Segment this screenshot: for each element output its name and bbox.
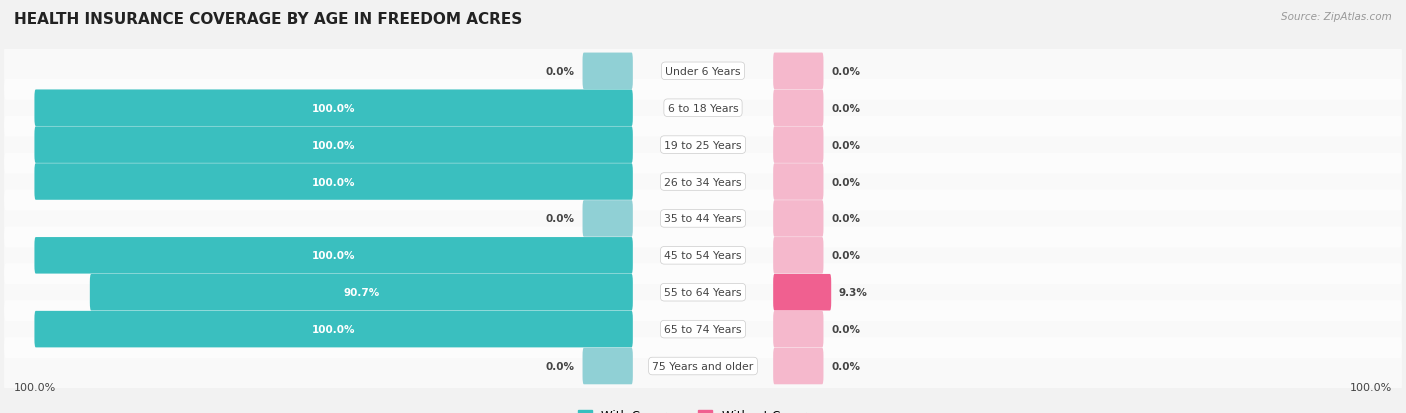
FancyBboxPatch shape <box>773 237 824 274</box>
Text: 0.0%: 0.0% <box>831 214 860 224</box>
FancyBboxPatch shape <box>773 127 824 164</box>
Text: Source: ZipAtlas.com: Source: ZipAtlas.com <box>1281 12 1392 22</box>
Text: 0.0%: 0.0% <box>831 324 860 334</box>
Text: HEALTH INSURANCE COVERAGE BY AGE IN FREEDOM ACRES: HEALTH INSURANCE COVERAGE BY AGE IN FREE… <box>14 12 522 27</box>
FancyBboxPatch shape <box>4 227 1402 285</box>
FancyBboxPatch shape <box>4 190 1402 248</box>
FancyBboxPatch shape <box>773 311 824 348</box>
FancyBboxPatch shape <box>4 337 1402 395</box>
Text: 0.0%: 0.0% <box>831 140 860 150</box>
Text: Under 6 Years: Under 6 Years <box>665 66 741 77</box>
Legend: With Coverage, Without Coverage: With Coverage, Without Coverage <box>572 404 834 413</box>
Text: 6 to 18 Years: 6 to 18 Years <box>668 104 738 114</box>
Text: 100.0%: 100.0% <box>1350 382 1392 392</box>
Text: 9.3%: 9.3% <box>839 287 868 297</box>
FancyBboxPatch shape <box>34 237 633 274</box>
FancyBboxPatch shape <box>4 264 1402 321</box>
Text: 0.0%: 0.0% <box>831 104 860 114</box>
FancyBboxPatch shape <box>34 164 633 200</box>
FancyBboxPatch shape <box>34 127 633 164</box>
FancyBboxPatch shape <box>773 53 824 90</box>
Text: 100.0%: 100.0% <box>312 104 356 114</box>
Text: 100.0%: 100.0% <box>14 382 56 392</box>
Text: 35 to 44 Years: 35 to 44 Years <box>664 214 742 224</box>
FancyBboxPatch shape <box>773 348 824 385</box>
Text: 26 to 34 Years: 26 to 34 Years <box>664 177 742 187</box>
FancyBboxPatch shape <box>773 164 824 200</box>
Text: 0.0%: 0.0% <box>546 361 575 371</box>
FancyBboxPatch shape <box>773 274 831 311</box>
Text: 65 to 74 Years: 65 to 74 Years <box>664 324 742 334</box>
Text: 0.0%: 0.0% <box>546 214 575 224</box>
Text: 0.0%: 0.0% <box>831 251 860 261</box>
Text: 45 to 54 Years: 45 to 54 Years <box>664 251 742 261</box>
Text: 55 to 64 Years: 55 to 64 Years <box>664 287 742 297</box>
FancyBboxPatch shape <box>4 43 1402 100</box>
FancyBboxPatch shape <box>582 201 633 237</box>
FancyBboxPatch shape <box>34 90 633 127</box>
FancyBboxPatch shape <box>4 301 1402 358</box>
Text: 75 Years and older: 75 Years and older <box>652 361 754 371</box>
Text: 100.0%: 100.0% <box>312 251 356 261</box>
FancyBboxPatch shape <box>90 274 633 311</box>
FancyBboxPatch shape <box>582 348 633 385</box>
FancyBboxPatch shape <box>773 201 824 237</box>
Text: 0.0%: 0.0% <box>831 361 860 371</box>
Text: 100.0%: 100.0% <box>312 324 356 334</box>
Text: 100.0%: 100.0% <box>312 177 356 187</box>
FancyBboxPatch shape <box>4 153 1402 211</box>
Text: 100.0%: 100.0% <box>312 140 356 150</box>
Text: 0.0%: 0.0% <box>831 66 860 77</box>
FancyBboxPatch shape <box>4 116 1402 174</box>
FancyBboxPatch shape <box>773 90 824 127</box>
FancyBboxPatch shape <box>34 311 633 348</box>
Text: 19 to 25 Years: 19 to 25 Years <box>664 140 742 150</box>
Text: 0.0%: 0.0% <box>546 66 575 77</box>
FancyBboxPatch shape <box>4 80 1402 137</box>
Text: 0.0%: 0.0% <box>831 177 860 187</box>
FancyBboxPatch shape <box>582 53 633 90</box>
Text: 90.7%: 90.7% <box>343 287 380 297</box>
